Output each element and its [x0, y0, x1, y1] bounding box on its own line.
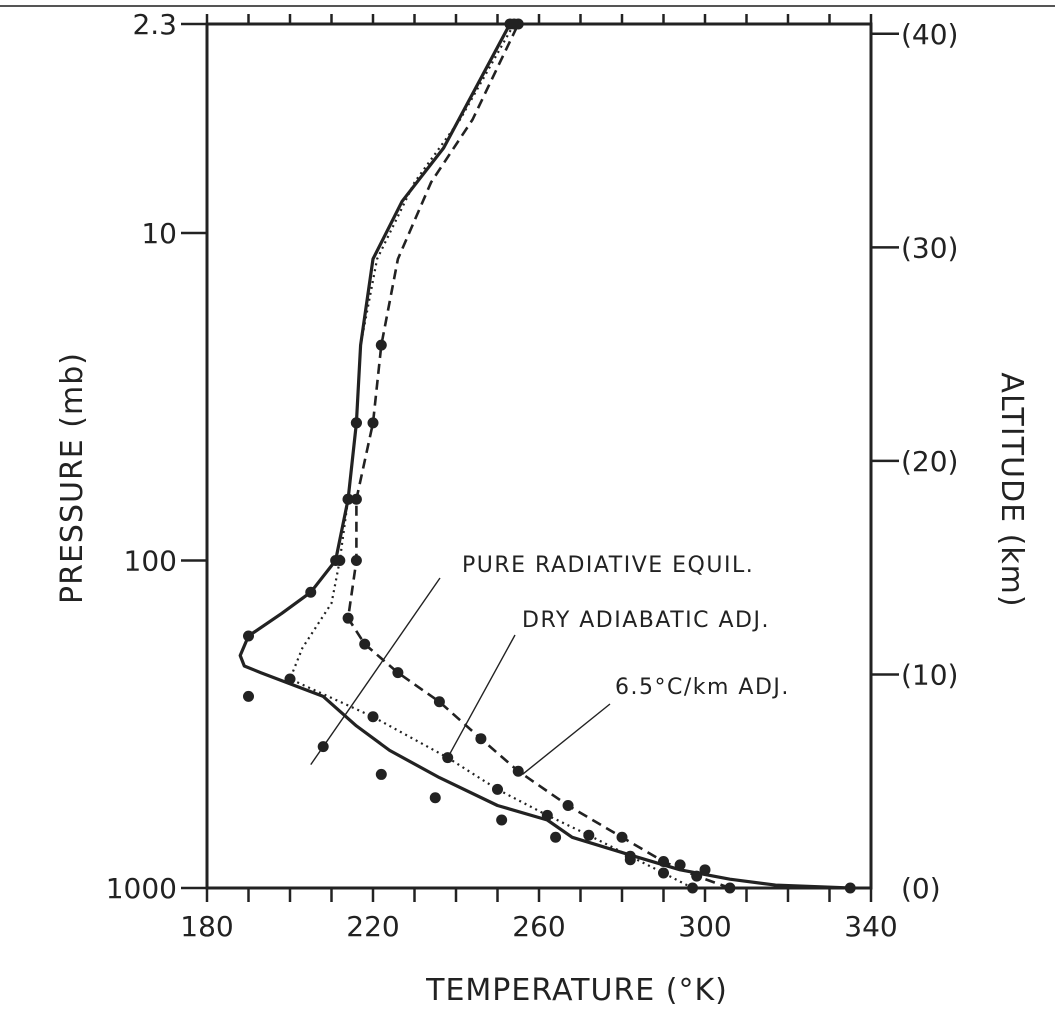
data-point — [375, 339, 387, 351]
data-point — [512, 18, 524, 30]
data-point — [658, 855, 669, 867]
data-point — [844, 882, 856, 894]
data-point — [496, 814, 508, 826]
data-point — [367, 711, 379, 723]
data-point — [624, 850, 636, 862]
x-tick-label: 300 — [678, 910, 731, 943]
annotation-leader — [521, 703, 611, 775]
data-point — [541, 809, 553, 821]
data-point — [687, 882, 699, 894]
y-right-tick-label: (0) — [901, 872, 941, 905]
y-right-tick-label: (30) — [901, 231, 958, 264]
y-left-tick-label: 10 — [141, 217, 177, 250]
x-tick-label: 220 — [346, 910, 399, 943]
series-layer — [238, 23, 851, 890]
y-right-tick-label: (20) — [901, 445, 958, 478]
y-axis-left-title: PRESSURE (mb) — [55, 352, 90, 604]
y-axis-right-title: ALTITUDE (km) — [994, 372, 1029, 607]
data-point — [342, 493, 354, 505]
tick-labels: 180 220 260 300 340 2.3 10 100 1000 (40) (30) (20) (… — [106, 8, 959, 943]
tick-marks — [181, 14, 899, 902]
data-point — [367, 417, 379, 429]
data-point — [392, 667, 404, 679]
data-point — [658, 867, 669, 879]
data-point — [243, 690, 254, 702]
data-point — [699, 864, 711, 876]
data-point — [305, 586, 317, 598]
data-point — [284, 673, 296, 685]
data-point — [359, 638, 371, 650]
data-point — [674, 859, 686, 871]
data-point — [433, 696, 445, 708]
annotation-leader — [310, 577, 441, 766]
y-left-tick-label: 100 — [124, 545, 177, 578]
data-point — [350, 555, 362, 567]
annotation-leader — [447, 634, 516, 759]
annotation-label: 6.5°C/km ADJ. — [615, 675, 790, 700]
data-point — [350, 493, 362, 505]
data-point — [724, 882, 736, 894]
data-point — [334, 555, 346, 567]
y-left-tick-label: 2.3 — [132, 8, 177, 41]
data-point — [243, 630, 254, 642]
x-tick-label: 340 — [844, 910, 897, 943]
data-point — [583, 829, 595, 841]
series-line-0 — [238, 23, 851, 890]
markers-layer — [243, 18, 856, 894]
annotation-label: DRY ADIABATIC ADJ. — [522, 608, 770, 633]
y-right-tick-label: (10) — [901, 658, 958, 691]
plot-frame — [205, 22, 873, 890]
data-point — [342, 612, 354, 624]
data-point — [562, 800, 574, 812]
annotations: PURE RADIATIVE EQUIL. DRY ADIABATIC ADJ. 6… — [310, 553, 790, 775]
series-line-1 — [288, 23, 694, 889]
annotation-label: PURE RADIATIVE EQUIL. — [462, 553, 754, 578]
y-left-tick-label: 1000 — [106, 872, 177, 905]
data-point — [550, 831, 562, 843]
data-point — [512, 765, 524, 777]
data-point — [691, 870, 703, 882]
data-point — [475, 733, 487, 745]
x-tick-label: 260 — [512, 910, 565, 943]
x-tick-label: 180 — [180, 910, 233, 943]
y-right-tick-label: (40) — [901, 18, 958, 51]
data-point — [616, 831, 628, 843]
x-axis-title: TEMPERATURE (°K) — [425, 973, 728, 1008]
data-point — [429, 792, 441, 804]
data-point — [375, 768, 387, 780]
data-point — [350, 417, 362, 429]
data-point — [492, 783, 503, 795]
